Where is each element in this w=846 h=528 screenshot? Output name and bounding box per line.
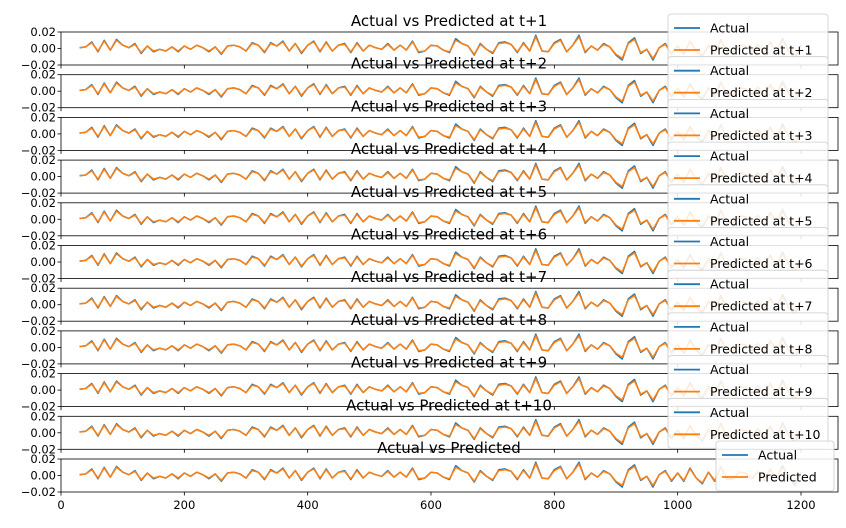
legend-label: Predicted: [758, 470, 817, 485]
y-tick-label: 0.02: [30, 367, 56, 381]
subplot-title: Actual vs Predicted at t+1: [351, 12, 547, 30]
subplot-title: Actual vs Predicted at t+8: [351, 311, 547, 329]
legend-label: Predicted at t+1: [710, 43, 813, 58]
y-tick-label: 0.00: [30, 298, 56, 312]
y-tick-label: −0.02: [21, 272, 56, 286]
legend-label: Actual: [710, 106, 749, 121]
y-tick-label: −0.02: [21, 229, 56, 243]
legend-label: Predicted at t+8: [710, 341, 813, 356]
y-tick-label: −0.02: [21, 58, 56, 72]
y-tick-label: 0.00: [30, 42, 56, 56]
legend-label: Actual: [758, 448, 797, 463]
series-line-predicted: [79, 463, 802, 487]
subplot-title: Actual vs Predicted at t+5: [351, 183, 547, 201]
y-tick-label: 0.00: [30, 426, 56, 440]
legend-label: Predicted at t+9: [710, 384, 813, 399]
legend-label: Predicted at t+3: [710, 128, 813, 143]
subplots-container: 0.02 0.00 −0.02 Actual vs Predicted at t+1 A…: [21, 12, 839, 512]
subplot-title: Actual vs Predicted at t+9: [351, 354, 547, 372]
legend-label: Actual: [710, 191, 749, 206]
y-tick-label: 0.02: [30, 239, 56, 253]
y-tick-label: 0.02: [30, 25, 56, 39]
legend: Actual Predicted: [715, 440, 835, 492]
subplot-1: 0.02 0.00 −0.02 Actual vs Predicted at t+1 A…: [21, 12, 839, 72]
subplot-title: Actual vs Predicted at t+4: [351, 140, 547, 158]
legend: Actual Predicted at t+9: [667, 355, 829, 407]
legend-label: Actual: [710, 277, 749, 292]
y-tick-label: 0.02: [30, 281, 56, 295]
y-tick-label: 0.00: [30, 383, 56, 397]
legend: Actual Predicted at t+3: [667, 99, 829, 150]
subplot-title: Actual vs Predicted at t+7: [351, 268, 547, 286]
x-tick-label: 400: [297, 498, 319, 512]
subplot-2: 0.02 0.00 −0.02 Actual vs Predicted at t+2 A…: [21, 55, 839, 115]
y-tick-label: 0.02: [30, 196, 56, 210]
y-tick-label: −0.02: [21, 400, 56, 414]
legend-label: Actual: [710, 234, 749, 249]
legend: Actual Predicted at t+6: [667, 227, 829, 278]
y-tick-label: −0.02: [21, 357, 56, 371]
legend-label: Predicted at t+2: [710, 85, 813, 100]
legend-label: Predicted at t+10: [710, 427, 821, 442]
y-tick-label: 0.00: [30, 127, 56, 141]
x-tick-label: 1000: [663, 498, 692, 512]
y-tick-label: −0.02: [21, 442, 56, 456]
legend-label: Actual: [710, 149, 749, 164]
subplot-4: 0.02 0.00 −0.02 Actual vs Predicted at t+4 A…: [21, 140, 839, 200]
y-tick-label: 0.00: [30, 212, 56, 226]
y-tick-label: 0.00: [30, 84, 56, 98]
legend: Actual Predicted at t+4: [667, 141, 829, 193]
legend-label: Actual: [710, 319, 749, 334]
y-tick-label: 0.02: [30, 110, 56, 124]
y-tick-label: 0.02: [30, 452, 56, 466]
subplot-title: Actual vs Predicted at t+2: [351, 55, 547, 73]
legend-label: Actual: [710, 21, 749, 36]
x-tick-label: 0: [57, 498, 64, 512]
y-tick-label: 0.02: [30, 409, 56, 423]
legend: Actual Predicted at t+2: [667, 56, 829, 108]
legend-label: Predicted at t+7: [710, 299, 813, 314]
subplot-title: Actual vs Predicted at t+3: [351, 97, 547, 115]
legend-label: Actual: [710, 63, 749, 78]
subplot-title: Actual vs Predicted at t+6: [351, 226, 547, 244]
legend-label: Predicted at t+5: [710, 213, 813, 228]
legend: Actual Predicted at t+7: [667, 269, 829, 321]
legend-label: Predicted at t+4: [710, 171, 813, 186]
x-tick-label: 600: [420, 498, 442, 512]
y-tick-label: −0.02: [21, 186, 56, 200]
x-tick-label: 1200: [786, 498, 815, 512]
subplot-10: 0.02 0.00 −0.02 Actual vs Predicted at t+10…: [21, 396, 839, 456]
y-tick-label: 0.00: [30, 255, 56, 269]
subplot-title: Actual vs Predicted at t+10: [346, 396, 552, 414]
y-tick-label: 0.02: [30, 153, 56, 167]
y-tick-label: 0.02: [30, 68, 56, 82]
legend: Actual Predicted at t+10: [667, 397, 829, 449]
y-tick-label: −0.02: [21, 314, 56, 328]
subplot-11: 0.020.00−0.020 200 400 600 800 1000 1200Actual…: [21, 439, 839, 512]
legend-label: Actual: [710, 362, 749, 377]
legend: Actual Predicted at t+5: [667, 184, 829, 236]
subplot-title: Actual vs Predicted: [377, 439, 521, 457]
y-tick-label: 0.00: [30, 469, 56, 483]
x-tick-label: 200: [173, 498, 195, 512]
y-tick-label: 0.00: [30, 340, 56, 354]
x-tick-label: 800: [543, 498, 565, 512]
y-tick-label: 0.00: [30, 170, 56, 184]
y-tick-label: 0.02: [30, 324, 56, 338]
legend: Actual Predicted at t+8: [667, 312, 829, 364]
legend-label: Predicted at t+6: [710, 256, 813, 271]
legend-frame: [715, 440, 835, 492]
y-tick-label: −0.02: [21, 101, 56, 115]
y-tick-label: −0.02: [21, 143, 56, 157]
legend: Actual Predicted at t+1: [667, 13, 829, 65]
legend-label: Actual: [710, 405, 749, 420]
y-tick-label: −0.02: [21, 485, 56, 499]
